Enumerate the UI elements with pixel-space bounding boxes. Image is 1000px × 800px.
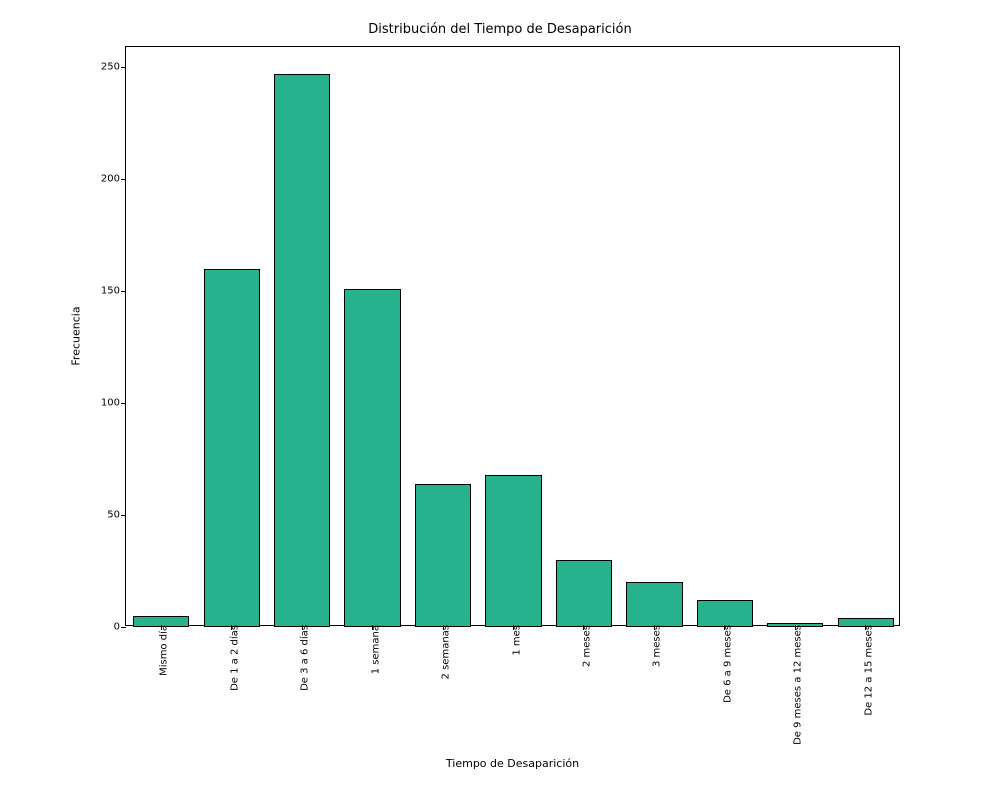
x-tick-label: Mismo día (153, 625, 170, 676)
y-tick-label: 50 (107, 510, 126, 521)
x-tick-label: De 9 meses a 12 meses (787, 625, 804, 745)
y-axis-label: Frecuencia (70, 306, 83, 365)
bar (697, 600, 753, 627)
bar (485, 475, 541, 627)
y-tick-label: 100 (101, 398, 126, 409)
y-tick-label: 250 (101, 62, 126, 73)
bar (415, 484, 471, 627)
x-tick-label: 2 meses (575, 625, 592, 667)
y-tick-label: 150 (101, 286, 126, 297)
x-tick-label: 1 semana (364, 625, 381, 674)
x-axis-label: Tiempo de Desaparición (446, 757, 579, 770)
bar (204, 269, 260, 627)
x-tick-label: 1 mes (505, 625, 522, 656)
x-tick-label: 2 semanas (435, 625, 452, 679)
bar (556, 560, 612, 627)
bar (344, 289, 400, 627)
x-tick-label: De 1 a 2 días (223, 625, 240, 691)
plot-area: 050100150200250Mismo díaDe 1 a 2 díasDe … (125, 46, 900, 626)
bar (274, 74, 330, 627)
bar (626, 582, 682, 627)
x-tick-label: De 3 a 6 días (294, 625, 311, 691)
figure: Distribución del Tiempo de Desaparición … (0, 0, 1000, 800)
chart-title: Distribución del Tiempo de Desaparición (0, 22, 1000, 37)
x-tick-label: De 6 a 9 meses (716, 625, 733, 703)
x-tick-label: De 12 a 15 meses (857, 625, 874, 716)
y-tick-label: 200 (101, 174, 126, 185)
y-tick-label: 0 (114, 622, 126, 633)
x-tick-label: 3 meses (646, 625, 663, 667)
